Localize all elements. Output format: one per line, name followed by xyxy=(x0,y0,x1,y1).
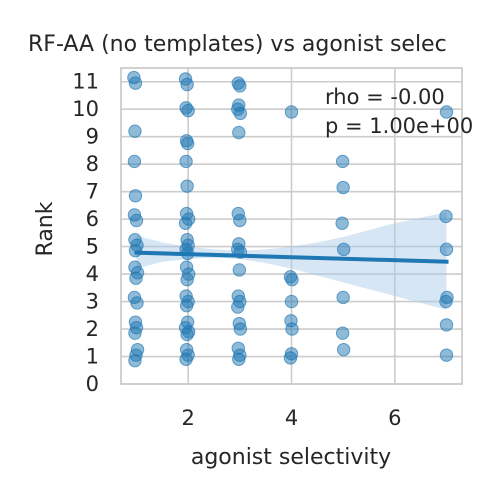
data-point xyxy=(336,290,350,305)
data-point xyxy=(285,272,299,287)
data-point xyxy=(128,189,143,203)
data-point xyxy=(179,352,193,366)
y-tick-label: 6 xyxy=(86,207,99,231)
data-point xyxy=(178,216,193,230)
data-point xyxy=(179,298,194,313)
data-point xyxy=(439,209,453,224)
data-point xyxy=(335,154,350,169)
data-point xyxy=(439,242,454,257)
data-point xyxy=(130,296,144,310)
data-point xyxy=(127,154,142,169)
y-tick-label: 7 xyxy=(86,180,99,204)
data-point xyxy=(285,322,299,336)
y-tick-labels: 0 1 2 3 4 5 6 7 8 9 10 11 xyxy=(72,70,99,396)
data-point xyxy=(335,326,350,340)
y-tick-label: 8 xyxy=(86,152,99,176)
data-point xyxy=(233,322,248,336)
x-axis-label: agonist selectivity xyxy=(191,445,391,470)
data-point xyxy=(128,76,143,90)
y-tick-label: 3 xyxy=(86,290,99,314)
data-point xyxy=(439,348,454,362)
y-tick-label: 5 xyxy=(86,235,99,259)
data-point xyxy=(128,124,142,138)
data-point xyxy=(336,342,351,357)
plot-frame xyxy=(120,67,463,385)
data-point xyxy=(284,294,299,309)
x-tick-label: 4 xyxy=(285,406,298,430)
data-point xyxy=(128,326,142,340)
data-point xyxy=(232,352,246,366)
data-point xyxy=(181,103,195,118)
data-point xyxy=(180,272,194,287)
data-point xyxy=(283,351,298,365)
data-point xyxy=(179,154,193,169)
data-point xyxy=(284,105,299,119)
rho-annotation: rho = -0.00 xyxy=(325,85,445,109)
y-tick-label: 10 xyxy=(72,97,99,121)
data-point xyxy=(439,294,453,309)
y-tick-label: 0 xyxy=(86,372,99,396)
data-point xyxy=(233,79,247,93)
data-point xyxy=(233,213,247,228)
data-point xyxy=(336,180,350,195)
data-point xyxy=(335,216,349,230)
data-point xyxy=(129,271,143,285)
y-tick-label: 1 xyxy=(86,345,99,369)
data-point xyxy=(180,327,194,342)
y-axis-label: Rank xyxy=(33,201,58,256)
data-point xyxy=(231,300,245,314)
data-point xyxy=(232,263,247,277)
data-point xyxy=(180,136,195,151)
y-tick-label: 9 xyxy=(86,125,99,149)
y-tick-label: 11 xyxy=(72,70,99,94)
y-tick-label: 4 xyxy=(86,262,99,286)
x-tick-labels: 2 4 6 xyxy=(181,406,401,430)
p-value-annotation: p = 1.00e+00 xyxy=(325,114,473,138)
x-tick-label: 6 xyxy=(388,406,401,430)
data-point xyxy=(439,318,454,332)
data-point xyxy=(129,213,144,228)
axes-spines xyxy=(120,67,463,385)
chart-title: RF-AA (no templates) vs agonist selec xyxy=(28,32,447,57)
data-point xyxy=(180,179,194,193)
x-tick-label: 2 xyxy=(181,406,194,430)
data-point xyxy=(336,242,351,257)
data-point xyxy=(439,105,454,119)
data-point xyxy=(128,353,142,368)
data-point xyxy=(180,77,194,92)
confidence-band xyxy=(136,212,447,310)
data-point xyxy=(232,125,246,140)
y-tick-label: 2 xyxy=(86,317,99,341)
regression-line xyxy=(134,250,449,264)
data-point xyxy=(233,106,248,121)
